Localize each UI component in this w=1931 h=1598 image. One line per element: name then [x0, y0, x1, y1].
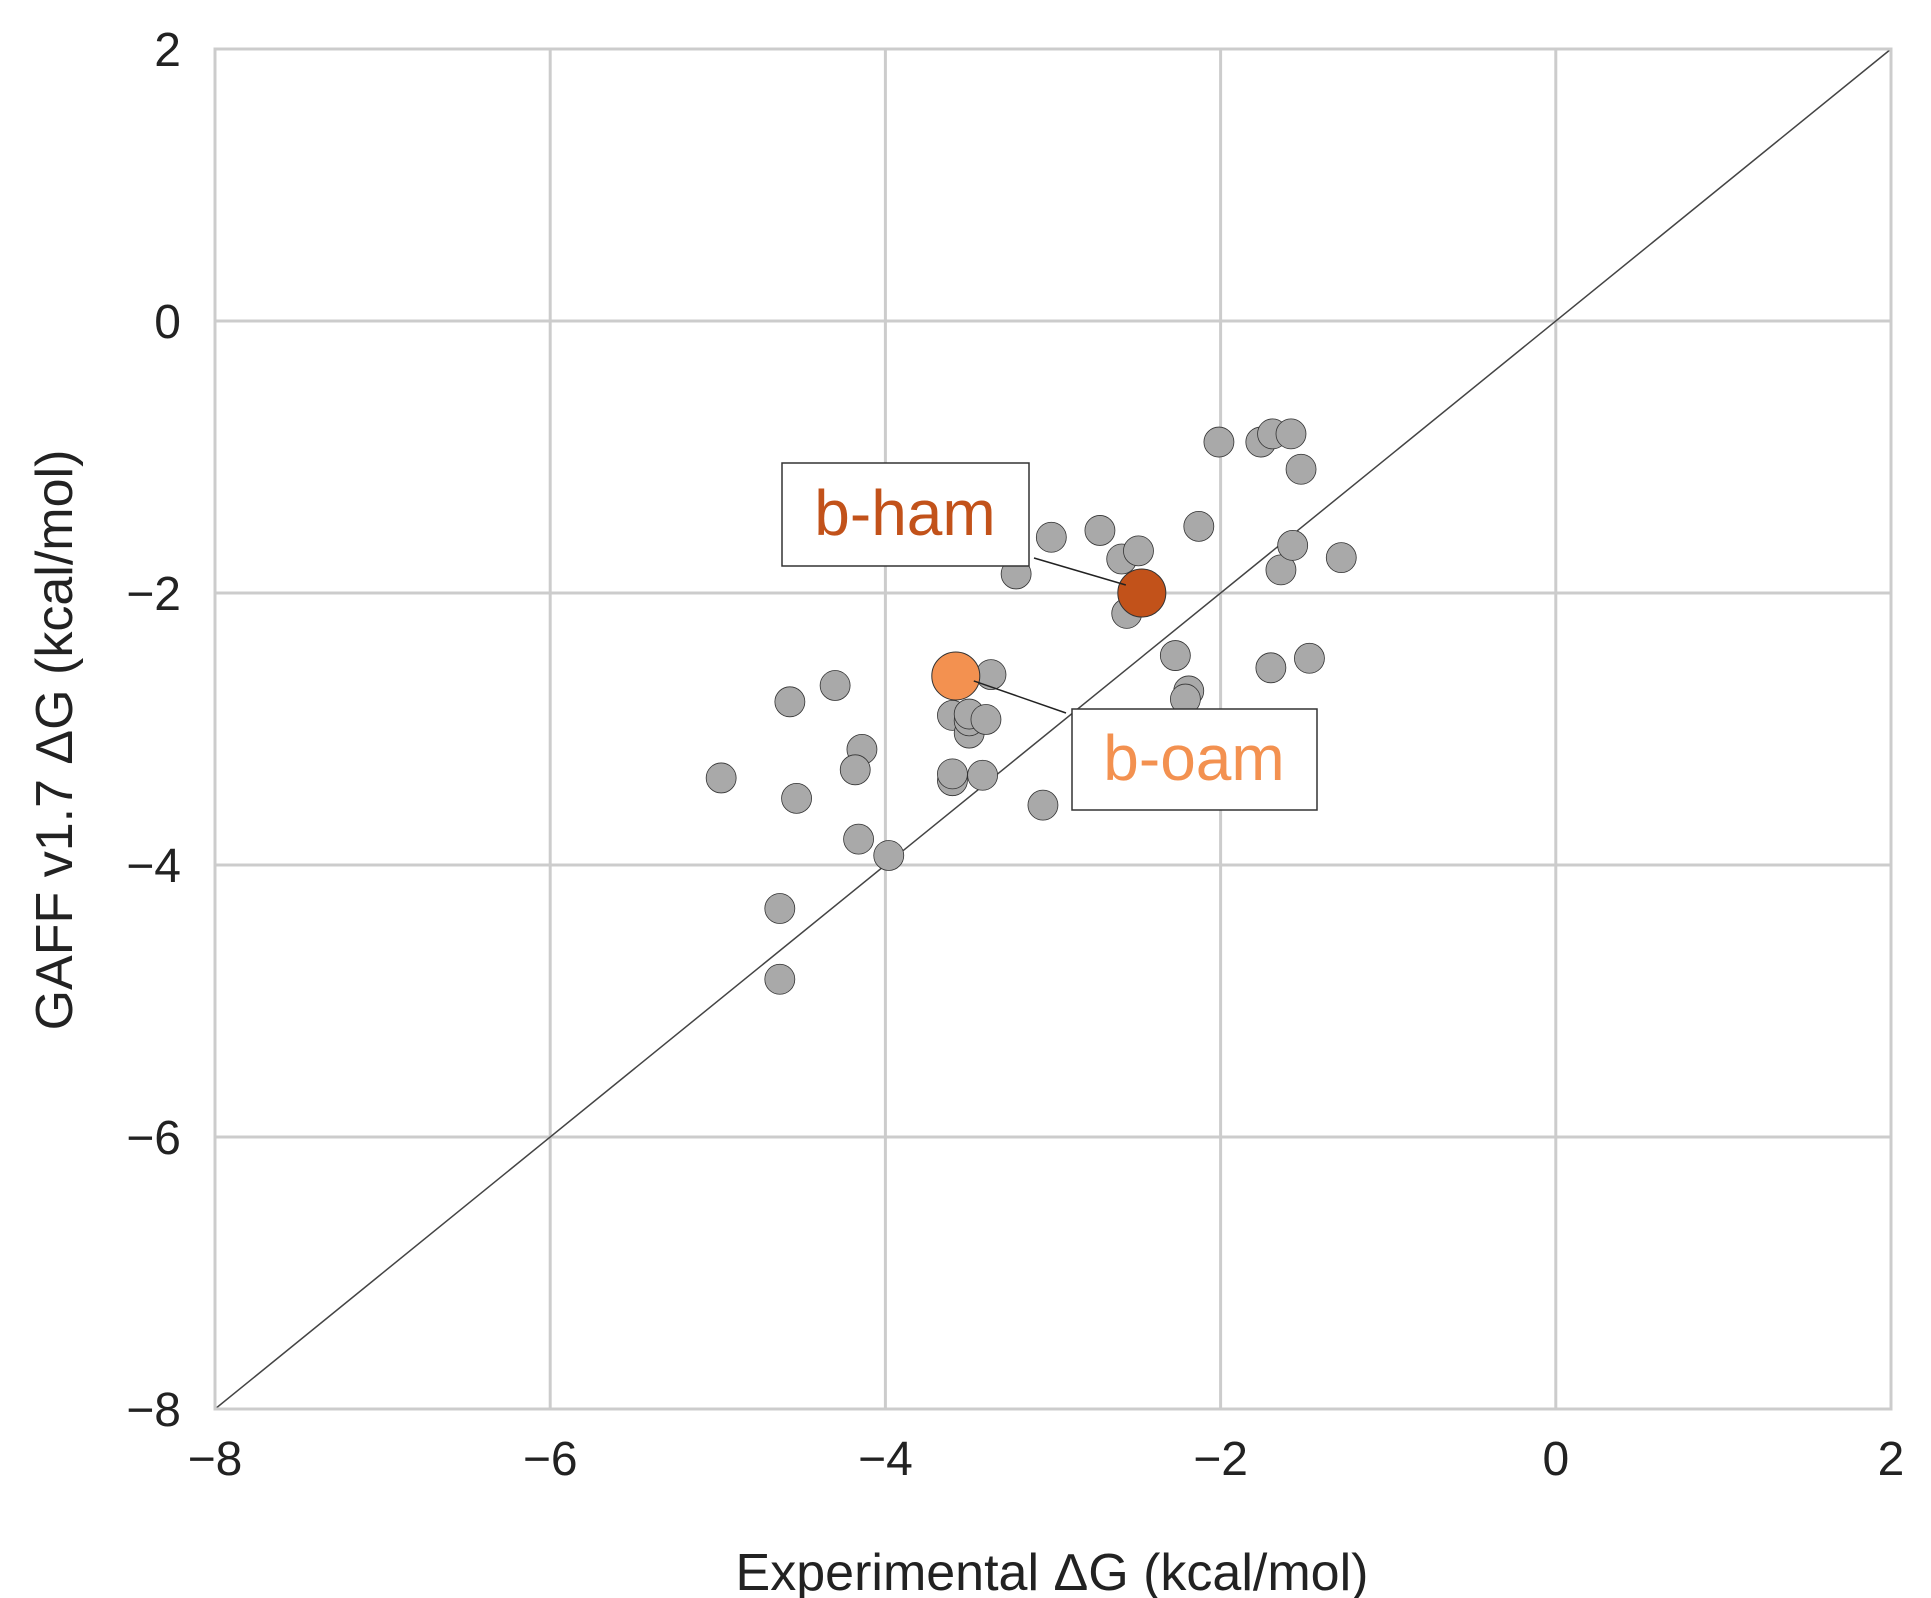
b-oam-label-box: [1071, 708, 1318, 811]
x-tick-labels: −8 −6 −4 −2 0 2: [188, 1433, 1905, 1486]
data-point: [1277, 530, 1309, 561]
data-point: [1294, 642, 1325, 674]
data-point: [1203, 426, 1235, 458]
x-tick-label: −8: [188, 1433, 243, 1486]
x-tick-label: −6: [523, 1433, 578, 1486]
data-point: [970, 704, 1002, 735]
data-point: [705, 762, 737, 794]
y-tick-label: −8: [126, 1384, 181, 1437]
b-oam-leader-line: [973, 680, 1067, 714]
x-axis-title: Experimental ΔG (kcal/mol): [736, 1544, 1369, 1598]
data-points: [705, 418, 1357, 995]
annotation-b-oam: b-oam: [973, 680, 1318, 811]
data-point: [1035, 521, 1067, 553]
x-tick-label: −4: [858, 1433, 913, 1486]
identity-line: [214, 48, 1892, 1410]
b-ham-label-box: [781, 462, 1030, 567]
data-point: [975, 659, 1007, 690]
x-tick-label: −2: [1193, 1433, 1248, 1486]
y-axis-title: GAFF v1.7 ΔG (kcal/mol): [26, 450, 84, 1031]
b-ham-label: b-ham: [814, 477, 995, 549]
data-point: [1255, 652, 1287, 684]
data-point: [839, 754, 871, 786]
data-point: [781, 782, 812, 814]
data-point: [937, 758, 968, 790]
y-tick-label: 2: [154, 24, 181, 77]
highlighted-points: [931, 568, 1167, 701]
data-point: [774, 686, 806, 718]
data-point: [1084, 515, 1116, 546]
data-point: [819, 670, 851, 701]
data-point: [1159, 640, 1191, 671]
data-point: [843, 823, 874, 855]
data-point: [1027, 789, 1059, 821]
b-ham-leader-line: [1033, 557, 1127, 586]
plot-frame: [213, 47, 1893, 1411]
data-point: [1325, 542, 1357, 574]
y-tick-label: −6: [126, 1112, 181, 1165]
data-point: [873, 840, 905, 871]
x-tick-label: 0: [1542, 1433, 1569, 1486]
data-point: [764, 893, 796, 924]
y-tick-labels: −8 −6 −4 −2 0 2: [126, 24, 181, 1437]
data-point: [967, 759, 999, 791]
annotation-b-ham: b-ham: [781, 462, 1127, 586]
y-tick-label: −4: [126, 840, 181, 893]
data-point: [764, 963, 796, 995]
data-point: [1183, 510, 1215, 542]
b-ham-point: [1117, 568, 1167, 618]
x-tick-label: 2: [1878, 1433, 1905, 1486]
b-oam-label: b-oam: [1103, 722, 1284, 794]
data-point: [1285, 453, 1317, 485]
y-tick-label: 0: [154, 296, 181, 349]
identity-diagonal: [214, 48, 1892, 1410]
data-point: [1123, 535, 1154, 567]
y-tick-label: −2: [126, 568, 181, 621]
data-point: [1275, 418, 1307, 450]
b-oam-point: [931, 651, 981, 701]
